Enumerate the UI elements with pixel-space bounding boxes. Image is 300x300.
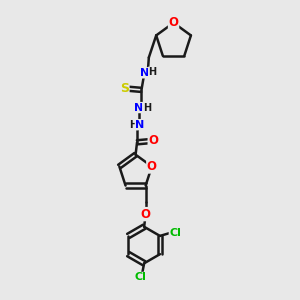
Text: H: H: [143, 103, 151, 112]
Text: H: H: [148, 67, 157, 77]
Text: O: O: [147, 160, 157, 173]
Text: Cl: Cl: [135, 272, 147, 282]
Text: O: O: [148, 134, 158, 147]
Text: O: O: [141, 208, 151, 220]
Text: O: O: [169, 16, 178, 29]
Text: S: S: [120, 82, 129, 95]
Text: N: N: [134, 103, 143, 112]
Text: H: H: [130, 120, 138, 130]
Text: Cl: Cl: [169, 228, 181, 238]
Text: N: N: [140, 68, 149, 78]
Text: N: N: [135, 120, 145, 130]
